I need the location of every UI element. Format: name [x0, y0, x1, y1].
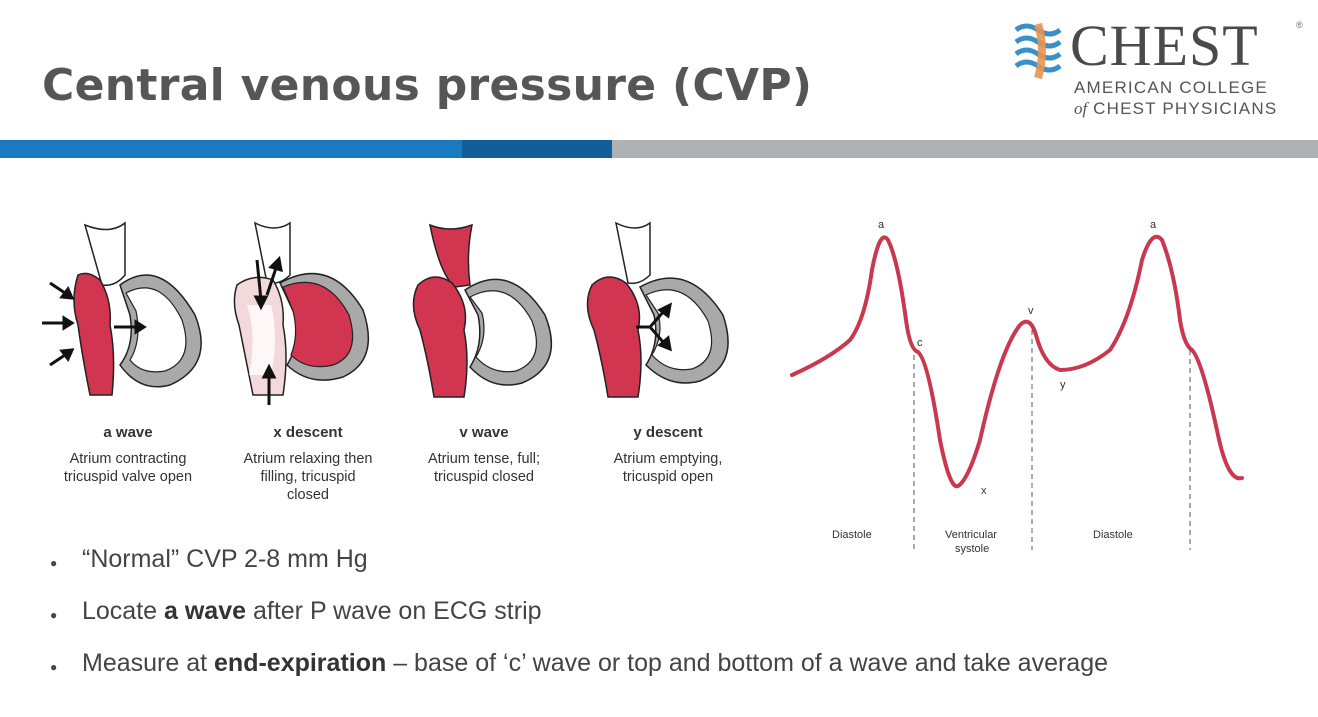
bullet-dot-icon: ● — [50, 608, 58, 622]
label-x-descent: x — [981, 485, 987, 497]
label-y-descent: y — [1060, 379, 1066, 391]
phase-description: Atrium relaxing then filling, tricuspid cl… — [243, 451, 373, 503]
logo-registered: ® — [1296, 20, 1303, 30]
header-bar-gray — [612, 140, 1318, 158]
phase-v-wave: v wave Atrium tense, full; tricuspid clos… — [394, 424, 574, 486]
header-bar-darkblue — [462, 140, 612, 158]
phase-a-wave: a wave Atrium contracting tricuspid valve… — [38, 424, 218, 486]
cvp-waveform-diagram: a c x v y a Diastole Ventricular systole… — [790, 219, 1244, 555]
heart-diagram-x-descent — [233, 221, 370, 405]
bullet-dot-icon: ● — [50, 556, 58, 570]
logo-subtitle-line1: AMERICAN COLLEGE — [1074, 78, 1268, 97]
bullet-text: Locate a wave after P wave on ECG strip — [82, 597, 542, 625]
heart-diagram-v-wave — [412, 223, 553, 398]
phase-description: Atrium contracting tricuspid valve open — [63, 451, 193, 485]
label-a-peak: a — [878, 219, 885, 231]
logo-brand: CHEST — [1070, 13, 1259, 78]
section-diastole-1: Diastole — [832, 529, 872, 541]
label-c-wave: c — [917, 337, 923, 349]
phase-name: a wave — [103, 424, 153, 441]
bullet-text: “Normal” CVP 2-8 mm Hg — [82, 545, 368, 573]
label-a-peak-2: a — [1150, 219, 1157, 231]
section-diastole-2: Diastole — [1093, 529, 1133, 541]
logo-subtitle-line2: of CHEST PHYSICIANS — [1074, 99, 1278, 118]
label-v-wave: v — [1028, 305, 1034, 317]
section-ventricular: Ventricular — [945, 529, 997, 541]
header-bar-blue — [0, 140, 462, 158]
phase-y-descent: y descent Atrium emptying, tricuspid open — [578, 424, 758, 486]
phase-name: v wave — [459, 424, 509, 441]
slide-title: Central venous pressure (CVP) — [42, 60, 813, 111]
phase-description: Atrium tense, full; tricuspid closed — [427, 451, 540, 485]
section-systole: systole — [955, 543, 989, 555]
heart-diagram-y-descent — [586, 221, 729, 398]
bullet-text: Measure at end-expiration – base of ‘c’ … — [82, 649, 1109, 677]
bullet-dot-icon: ● — [50, 660, 58, 674]
phase-x-descent: x descent Atrium relaxing then filling, t… — [218, 424, 398, 504]
chest-logo-mark-icon — [1014, 22, 1062, 80]
heart-diagram-a-wave — [42, 221, 202, 396]
phase-description: Atrium emptying, tricuspid open — [613, 451, 723, 485]
cvp-waveform-trace — [790, 234, 1244, 489]
phase-name: y descent — [633, 424, 703, 441]
chest-logo: CHEST ® AMERICAN COLLEGE of CHEST PHYSIC… — [1008, 14, 1308, 124]
phase-name: x descent — [273, 424, 343, 441]
